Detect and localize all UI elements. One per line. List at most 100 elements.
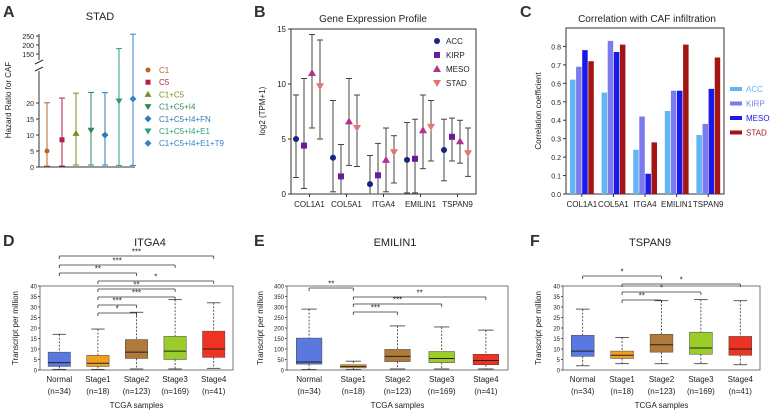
y-tick-label: 0.2 [551, 155, 561, 162]
y-tick-label: 50 [277, 358, 284, 364]
data-point [308, 69, 316, 76]
chart-title: TSPAN9 [629, 237, 671, 249]
panel-letter-B: B [254, 4, 266, 21]
y-tick-label: 15 [30, 337, 37, 343]
data-point [44, 148, 50, 154]
y-tick-label: 400 [274, 285, 285, 291]
y-tick-label: 200 [274, 327, 285, 333]
y-tick-label: 20 [30, 327, 37, 333]
y-tick-label: 5 [34, 358, 38, 364]
significance-label: *** [132, 248, 141, 257]
x-tick-label: COL1A1 [294, 200, 325, 209]
significance-label: ** [133, 281, 139, 290]
significance-label: *** [393, 296, 402, 305]
x-tick-label: EMILIN1 [661, 200, 693, 209]
data-point [382, 155, 390, 163]
significance-label: * [660, 284, 663, 293]
x-count-label: (n=18) [610, 387, 634, 396]
significance-label: * [116, 305, 119, 314]
bar [601, 92, 608, 194]
data-point [293, 136, 299, 142]
y-axis-label: Correlation coefficient [534, 72, 543, 150]
box [728, 336, 752, 356]
x-count-label: (n=169) [428, 387, 456, 396]
y-tick-label: 100 [274, 348, 285, 354]
data-point [412, 155, 418, 162]
legend-marker [434, 38, 440, 44]
bar [607, 40, 614, 195]
y-axis-label: Hazard Ratio for CAF [4, 62, 13, 139]
data-point [316, 83, 324, 91]
bar [714, 57, 721, 195]
legend-label: KIRP [446, 51, 465, 60]
legend-marker [145, 79, 151, 85]
x-tick-label: Stage2 [124, 375, 150, 384]
data-point [464, 150, 472, 158]
legend-marker [144, 90, 152, 97]
data-point [59, 137, 65, 143]
x-tick-label: Stage3 [429, 375, 455, 384]
legend-label: ACC [446, 37, 463, 46]
legend-label: STAD [746, 129, 767, 138]
bar [588, 61, 594, 195]
panel-letter-A: A [3, 4, 15, 21]
legend-label: C1+C5+I4+FN [159, 115, 211, 124]
significance-label: ** [639, 292, 645, 301]
data-point [301, 142, 307, 149]
x-axis-label: TCGA samples [371, 401, 425, 410]
x-axis-label: TCGA samples [635, 401, 689, 410]
x-tick-label: COL1A1 [566, 200, 597, 209]
legend-label: C1+C5+I4+E1+T9 [159, 139, 224, 148]
data-point [404, 156, 410, 163]
bar [582, 50, 588, 195]
y-tick-label: 35 [30, 295, 37, 301]
x-count-label: (n=34) [297, 387, 321, 396]
box [472, 354, 499, 365]
significance-label: *** [371, 304, 380, 313]
y-tick-label: 0.5 [551, 100, 561, 107]
box [428, 351, 455, 363]
y-tick-label: 0.0 [551, 192, 561, 199]
y-tick-label: 20 [26, 101, 34, 108]
x-tick-label: Stage3 [162, 375, 188, 384]
chart-title: Gene Expression Profile [319, 14, 427, 25]
x-count-label: (n=123) [123, 387, 151, 396]
data-point [427, 123, 435, 131]
y-tick-label: 35 [553, 295, 560, 301]
y-tick-label: 0.8 [551, 44, 561, 51]
x-tick-label: Normal [296, 375, 322, 384]
y-tick-label: 5 [282, 135, 287, 144]
y-axis-label: Transcript per million [11, 291, 20, 365]
bar [696, 134, 702, 194]
axis-break-mark [34, 59, 44, 65]
x-count-label: (n=123) [384, 387, 412, 396]
legend-marker [144, 128, 152, 135]
box [610, 350, 634, 359]
legend-label: ACC [746, 85, 763, 94]
data-point [441, 147, 447, 153]
x-count-label: (n=18) [342, 387, 366, 396]
data-point [390, 149, 398, 157]
legend-label: C1+C5+I4+E1 [159, 127, 210, 136]
y-tick-label: 15 [553, 337, 560, 343]
bar [651, 142, 657, 194]
legend-swatch [730, 87, 742, 91]
legend-marker [144, 104, 152, 111]
x-count-label: (n=34) [571, 387, 595, 396]
box [163, 336, 187, 360]
data-point [375, 172, 381, 179]
data-point [353, 125, 361, 132]
chart-title: STAD [86, 11, 115, 23]
y-tick-label: 10 [553, 348, 560, 354]
data-point [367, 181, 373, 188]
x-tick-label: TSPAN9 [693, 200, 724, 209]
legend-label: C5 [159, 78, 170, 87]
y-tick-label: 0 [557, 369, 561, 375]
y-tick-label: 250 [22, 34, 34, 41]
y-tick-label: 0 [281, 369, 285, 375]
y-tick-label: 10 [30, 348, 37, 354]
x-tick-label: COL5A1 [331, 200, 362, 209]
x-tick-label: ITGA4 [633, 200, 657, 209]
y-tick-label: 0 [282, 190, 287, 199]
legend-marker [144, 139, 152, 147]
